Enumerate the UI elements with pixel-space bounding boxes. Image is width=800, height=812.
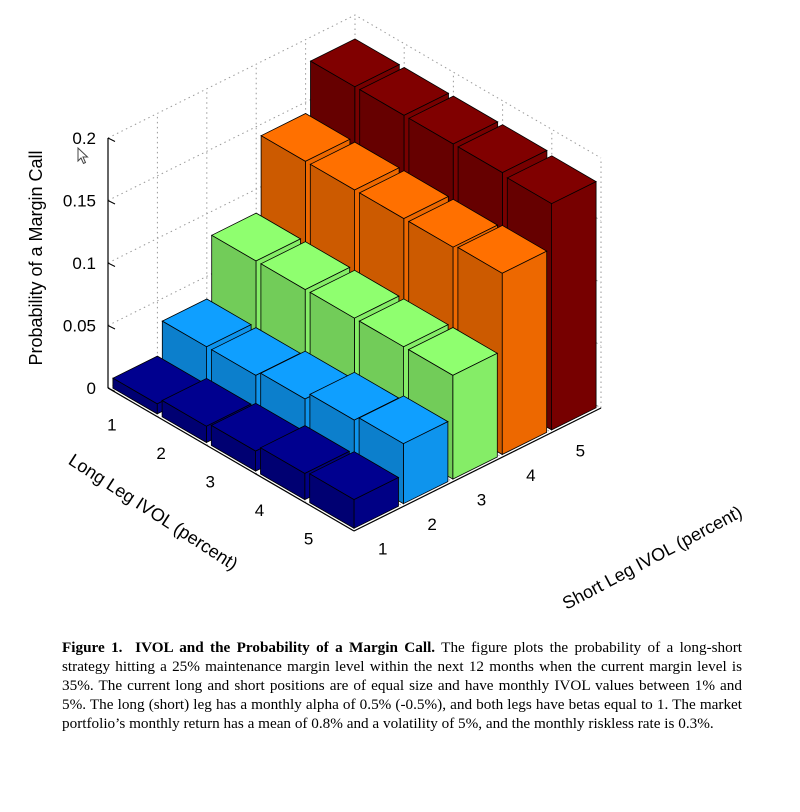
z-tick-mark: [107, 387, 116, 392]
long-leg-tick-label: 2: [156, 444, 165, 463]
long-leg-tick-label: 1: [107, 415, 116, 434]
z-tick-label: 0.15: [63, 192, 96, 211]
bar-front: [551, 180, 597, 431]
bar-3d: [308, 451, 400, 529]
bar-side: [161, 399, 207, 444]
z-tick-label: 0.2: [72, 129, 96, 148]
short-leg-axis-line: [353, 407, 602, 532]
z-axis-label: Probability of a Margin Call: [26, 150, 46, 365]
long-leg-axis-label: Long Leg IVOL (percent): [65, 450, 242, 574]
short-leg-axis-label: Short Leg IVOL (percent): [559, 502, 745, 614]
bar-side: [309, 473, 355, 529]
z-tick-mark: [107, 200, 116, 205]
bar-chart-3d: 0 0.05 0.1 0.15 0.2 1 2 3 4 5 1 2 3 4 5 Probability of…: [26, 14, 745, 614]
long-leg-axis-line: [107, 387, 355, 532]
chart-axes: [107, 137, 602, 532]
figure-caption: Figure 1. IVOL and the Probability of a …: [62, 638, 742, 733]
z-tick-label: 0.05: [63, 317, 96, 336]
long-leg-tick-label: 5: [304, 530, 313, 549]
bar-side: [112, 377, 158, 415]
z-tick-mark: [107, 325, 116, 330]
z-tick-label: 0.1: [72, 254, 96, 273]
bar-side: [260, 447, 306, 501]
mouse-pointer-icon: [77, 147, 89, 165]
short-leg-tick-label: 1: [378, 540, 387, 559]
bar-front: [501, 250, 548, 456]
caption-title: IVOL and the Probability of a Margin Cal…: [135, 639, 436, 656]
short-leg-tick-label: 5: [576, 441, 585, 460]
short-leg-tick-label: 2: [427, 515, 436, 534]
short-leg-tick-label: 4: [526, 466, 535, 485]
caption-label: Figure 1.: [62, 639, 123, 656]
long-leg-tick-label: 4: [255, 501, 264, 520]
caption-text: The figure plots the probability of a lo…: [62, 639, 743, 732]
z-tick-mark: [107, 137, 116, 142]
z-tick-label: 0: [87, 379, 96, 398]
chart-ticks: 0 0.05 0.1 0.15 0.2 1 2 3 4 5 1 2 3 4 5: [63, 129, 585, 559]
grid-line: [107, 14, 602, 159]
long-leg-tick-label: 3: [206, 473, 215, 492]
z-tick-mark: [107, 262, 116, 267]
chart-bars: [112, 38, 597, 529]
bar-front: [452, 352, 498, 480]
short-leg-tick-label: 3: [477, 491, 486, 510]
bar-side: [210, 424, 257, 472]
